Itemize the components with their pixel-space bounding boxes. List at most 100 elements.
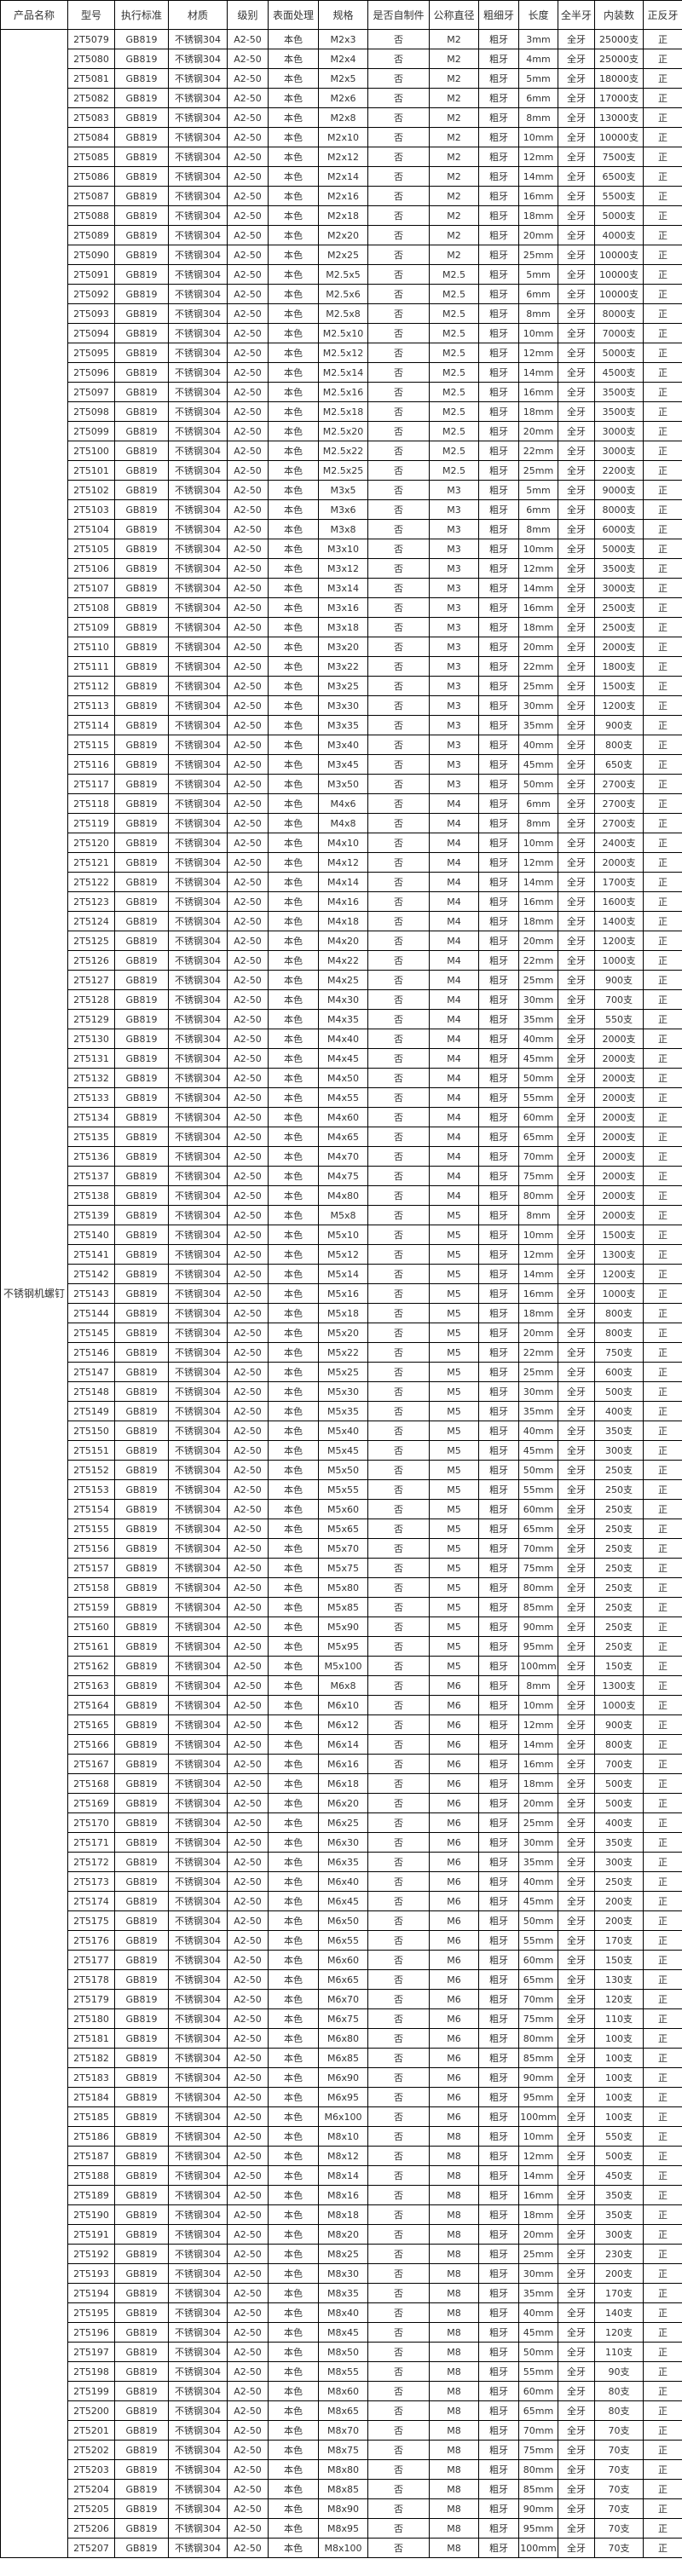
cell-standard: GB819 (114, 499, 169, 520)
cell-nominal-diameter: M5 (429, 1656, 479, 1676)
cell-self-made: 否 (367, 578, 430, 598)
cell-material: 不锈钢304 (168, 401, 228, 422)
cell-thread-type: 全牙 (558, 107, 595, 128)
cell-self-made: 否 (367, 2420, 430, 2441)
cell-thread-type: 全牙 (558, 558, 595, 579)
cell-standard: GB819 (114, 519, 169, 539)
cell-thread-direction: 正 (643, 2087, 682, 2107)
cell-thread-direction: 正 (643, 343, 682, 363)
cell-material: 不锈钢304 (168, 2498, 228, 2519)
cell-thread-type: 全牙 (558, 284, 595, 304)
cell-length: 45mm (518, 2322, 558, 2343)
cell-length: 90mm (518, 1616, 558, 1637)
cell-material: 不锈钢304 (168, 49, 228, 69)
cell-standard: GB819 (114, 2322, 169, 2343)
cell-thread-direction: 正 (643, 891, 682, 912)
cell-pack-quantity: 7000支 (594, 323, 644, 343)
cell-grade: A2-50 (227, 245, 269, 265)
cell-thread-pitch: 粗牙 (478, 735, 519, 755)
cell-thread-direction: 正 (643, 1812, 682, 1833)
cell-material: 不锈钢304 (168, 519, 228, 539)
cell-material: 不锈钢304 (168, 1166, 228, 1186)
cell-self-made: 否 (367, 1460, 430, 1480)
cell-pack-quantity: 6000支 (594, 519, 644, 539)
cell-length: 50mm (518, 774, 558, 794)
cell-surface-treatment: 本色 (268, 1479, 319, 1500)
cell-thread-pitch: 粗牙 (478, 1558, 519, 1578)
cell-length: 80mm (518, 2028, 558, 2049)
cell-surface-treatment: 本色 (268, 68, 319, 89)
cell-spec: M8x45 (318, 2322, 368, 2343)
cell-model: 2T5164 (67, 1695, 115, 1715)
cell-spec: M5x45 (318, 1440, 368, 1461)
cell-standard: GB819 (114, 1166, 169, 1186)
cell-standard: GB819 (114, 2165, 169, 2186)
cell-spec: M4x60 (318, 1107, 368, 1127)
cell-thread-pitch: 粗牙 (478, 2087, 519, 2107)
table-row: 2T5084 GB819 不锈钢304 A2-50 本色 M2x10 否 M2 粗牙 10mm 全牙… (1, 127, 682, 147)
cell-grade: A2-50 (227, 2498, 269, 2519)
cell-spec: M5x25 (318, 1362, 368, 1382)
cell-thread-type: 全牙 (558, 970, 595, 990)
cell-material: 不锈钢304 (168, 88, 228, 108)
cell-material: 不锈钢304 (168, 2400, 228, 2421)
cell-nominal-diameter: M8 (429, 2538, 479, 2558)
cell-material: 不锈钢304 (168, 68, 228, 89)
cell-standard: GB819 (114, 1930, 169, 1951)
cell-thread-pitch: 粗牙 (478, 970, 519, 990)
cell-self-made: 否 (367, 2146, 430, 2166)
cell-material: 不锈钢304 (168, 911, 228, 931)
table-row: 2T5105 GB819 不锈钢304 A2-50 本色 M3x10 否 M3 粗牙 10mm 全牙… (1, 539, 682, 559)
table-row: 2T5092 GB819 不锈钢304 A2-50 本色 M2.5x6 否 M2.5 粗牙 6mm… (1, 284, 682, 304)
cell-spec: M6x30 (318, 1832, 368, 1853)
cell-pack-quantity: 100支 (594, 2087, 644, 2107)
cell-standard: GB819 (114, 911, 169, 931)
cell-surface-treatment: 本色 (268, 1283, 319, 1304)
cell-spec: M6x50 (318, 1910, 368, 1931)
cell-thread-type: 全牙 (558, 2361, 595, 2382)
cell-pack-quantity: 1200支 (594, 1264, 644, 1284)
cell-surface-treatment: 本色 (268, 1107, 319, 1127)
cell-thread-type: 全牙 (558, 1891, 595, 1911)
table-row: 2T5130 GB819 不锈钢304 A2-50 本色 M4x40 否 M4 粗牙 40mm 全牙… (1, 1029, 682, 1049)
cell-spec: M6x35 (318, 1852, 368, 1872)
cell-thread-direction: 正 (643, 2067, 682, 2088)
cell-pack-quantity: 70支 (594, 2440, 644, 2460)
cell-nominal-diameter: M2.5 (429, 382, 479, 402)
cell-thread-type: 全牙 (558, 774, 595, 794)
cell-pack-quantity: 3500支 (594, 558, 644, 579)
cell-grade: A2-50 (227, 186, 269, 206)
cell-thread-direction: 正 (643, 1185, 682, 1206)
cell-standard: GB819 (114, 2400, 169, 2421)
cell-grade: A2-50 (227, 2400, 269, 2421)
cell-thread-type: 全牙 (558, 2459, 595, 2480)
table-row: 2T5106 GB819 不锈钢304 A2-50 本色 M3x12 否 M3 粗牙 12mm 全牙… (1, 558, 682, 579)
cell-standard: GB819 (114, 1812, 169, 1833)
cell-material: 不锈钢304 (168, 343, 228, 363)
cell-pack-quantity: 5000支 (594, 205, 644, 226)
cell-standard: GB819 (114, 891, 169, 912)
cell-pack-quantity: 8000支 (594, 499, 644, 520)
cell-standard: GB819 (114, 676, 169, 696)
cell-thread-direction: 正 (643, 1479, 682, 1500)
cell-spec: M6x14 (318, 1734, 368, 1755)
cell-thread-direction: 正 (643, 1519, 682, 1539)
cell-surface-treatment: 本色 (268, 2165, 319, 2186)
cell-spec: M2x18 (318, 205, 368, 226)
cell-pack-quantity: 200支 (594, 2263, 644, 2284)
cell-thread-direction: 正 (643, 1950, 682, 1970)
cell-model: 2T5188 (67, 2165, 115, 2186)
cell-thread-type: 全牙 (558, 2420, 595, 2441)
cell-spec: M2x6 (318, 88, 368, 108)
cell-model: 2T5102 (67, 480, 115, 500)
cell-grade: A2-50 (227, 343, 269, 363)
cell-length: 18mm (518, 205, 558, 226)
cell-surface-treatment: 本色 (268, 1871, 319, 1892)
cell-length: 75mm (518, 1166, 558, 1186)
cell-nominal-diameter: M4 (429, 1185, 479, 1206)
cell-surface-treatment: 本色 (268, 2538, 319, 2558)
cell-nominal-diameter: M5 (429, 1519, 479, 1539)
cell-length: 40mm (518, 1871, 558, 1892)
cell-thread-direction: 正 (643, 1577, 682, 1598)
cell-grade: A2-50 (227, 2263, 269, 2284)
